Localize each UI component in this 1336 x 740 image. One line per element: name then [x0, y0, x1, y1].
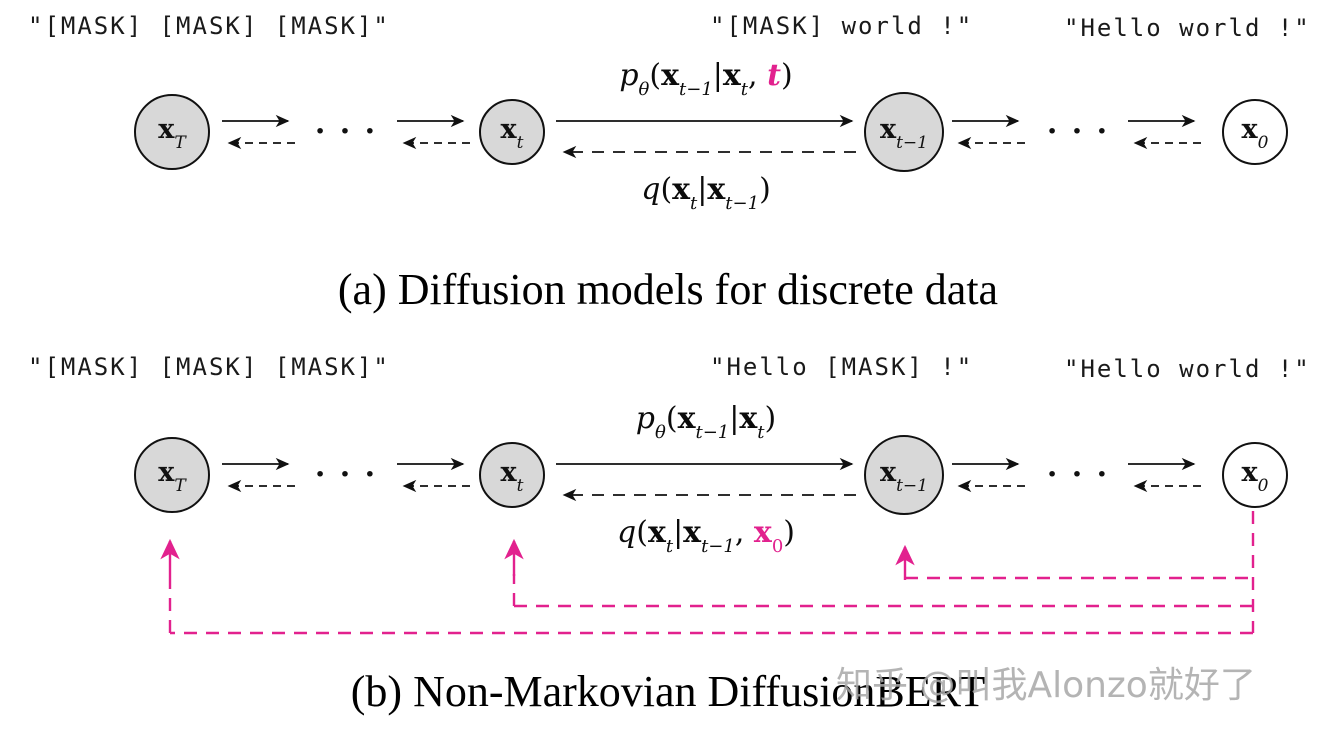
node-xT-a: xT — [134, 94, 210, 170]
math-token: | — [729, 401, 740, 436]
math-token: t−1 — [701, 536, 735, 557]
math-token: ( — [636, 515, 648, 550]
ellipsis-right-b: · · · — [1046, 457, 1110, 492]
math-sub: t−1 — [896, 133, 928, 154]
math-token: , — [734, 515, 754, 550]
math-token: t — [757, 422, 765, 443]
sequence-text-partial-a: "[MASK] world !" — [710, 12, 974, 40]
node-xt-minus-1-b: xt−1 — [864, 435, 944, 515]
math-token: ) — [783, 515, 795, 550]
math-token: p — [635, 401, 656, 436]
math-token: x — [672, 172, 691, 207]
node-label-xt-minus-1-b: xt−1 — [879, 456, 928, 495]
node-x0-b: x0 — [1222, 442, 1288, 508]
ellipsis-left-a: · · · — [314, 114, 378, 149]
math-var: x — [158, 456, 175, 488]
sequence-text-all-masked-a: "[MASK] [MASK] [MASK]" — [28, 12, 390, 40]
math-var: x — [500, 456, 517, 488]
x0-conditioning-arrows — [160, 511, 1255, 635]
sequence-text-clean-a: "Hello world !" — [1064, 14, 1311, 42]
math-token: x — [722, 58, 741, 93]
math-token: | — [712, 58, 723, 93]
node-label-xt-minus-1-a: xt−1 — [879, 113, 928, 152]
math-var: x — [879, 456, 897, 488]
forward-transition-formula-a: pθ(xt−1|xt, t) — [548, 58, 864, 100]
math-token: | — [697, 172, 708, 207]
node-label-xT-b: xT — [158, 456, 185, 495]
math-var: x — [1241, 113, 1258, 145]
math-token: t−1 — [695, 422, 730, 443]
node-label-xt-b: xt — [500, 456, 524, 495]
math-token-x0: x — [753, 515, 772, 550]
math-token: ) — [764, 401, 777, 436]
reverse-transition-formula-a: q(xt|xt−1) — [548, 172, 864, 214]
math-token: θ — [655, 422, 666, 443]
math-sub: t — [516, 476, 524, 497]
sequence-text-clean-b: "Hello world !" — [1064, 355, 1311, 383]
math-var: x — [879, 113, 897, 145]
math-token: q — [641, 172, 661, 207]
caption-a: (a) Diffusion models for discrete data — [337, 265, 999, 314]
node-xt-a: xt — [479, 99, 545, 165]
math-token: x — [683, 515, 702, 550]
math-var: x — [158, 113, 175, 145]
math-sub: T — [174, 476, 186, 497]
caption-b: (b) Non-Markovian DiffusionBERT — [350, 667, 986, 716]
math-token: ( — [665, 401, 678, 436]
watermark: 知乎 @叫我Alonzo就好了 — [836, 665, 1256, 706]
math-sub: T — [174, 133, 186, 154]
math-token: t−1 — [725, 193, 760, 214]
math-token: x — [661, 58, 679, 93]
math-sub: t−1 — [896, 476, 928, 497]
node-xt-minus-1-a: xt−1 — [864, 92, 944, 172]
math-sub: t — [516, 133, 524, 154]
math-token: t — [665, 536, 674, 557]
math-token: p — [619, 58, 639, 93]
math-sub: 0 — [1257, 133, 1269, 154]
math-token: q — [617, 515, 637, 550]
math-token: ( — [649, 58, 662, 93]
sequence-text-partial-b: "Hello [MASK] !" — [710, 353, 974, 381]
ellipsis-right-a: · · · — [1046, 114, 1110, 149]
forward-transition-formula-b: pθ(xt−1|xt) — [548, 401, 864, 443]
math-token: x — [677, 401, 696, 436]
math-token: t — [740, 79, 749, 100]
node-xt-b: xt — [479, 442, 545, 508]
node-label-xT-a: xT — [158, 113, 185, 152]
math-token: x — [647, 515, 666, 550]
node-label-x0-a: x0 — [1241, 113, 1269, 152]
node-label-xt-a: xt — [500, 113, 524, 152]
node-label-x0-b: x0 — [1241, 456, 1269, 495]
node-x0-a: x0 — [1222, 99, 1288, 165]
math-sub: 0 — [1257, 476, 1269, 497]
math-token: ) — [759, 172, 771, 207]
math-token: θ — [638, 79, 650, 100]
math-token: ( — [660, 172, 673, 207]
math-token: | — [673, 515, 684, 550]
sequence-text-all-masked-b: "[MASK] [MASK] [MASK]" — [28, 353, 390, 381]
math-token-timestep-t: t — [767, 58, 781, 93]
math-token-x0-sub: 0 — [771, 536, 784, 557]
math-token: x — [739, 401, 758, 436]
math-token: t — [690, 193, 698, 214]
ellipsis-left-b: · · · — [314, 457, 378, 492]
step-arrows-a — [222, 114, 1201, 159]
node-xT-b: xT — [134, 437, 210, 513]
math-var: x — [500, 113, 517, 145]
math-var: x — [1241, 456, 1258, 488]
math-token: t−1 — [679, 79, 713, 100]
step-arrows-b — [222, 457, 1201, 502]
math-token: x — [707, 172, 726, 207]
math-token: ) — [780, 58, 793, 93]
reverse-transition-formula-b: q(xt|xt−1, x0) — [548, 515, 864, 557]
math-token: , — [748, 58, 768, 93]
